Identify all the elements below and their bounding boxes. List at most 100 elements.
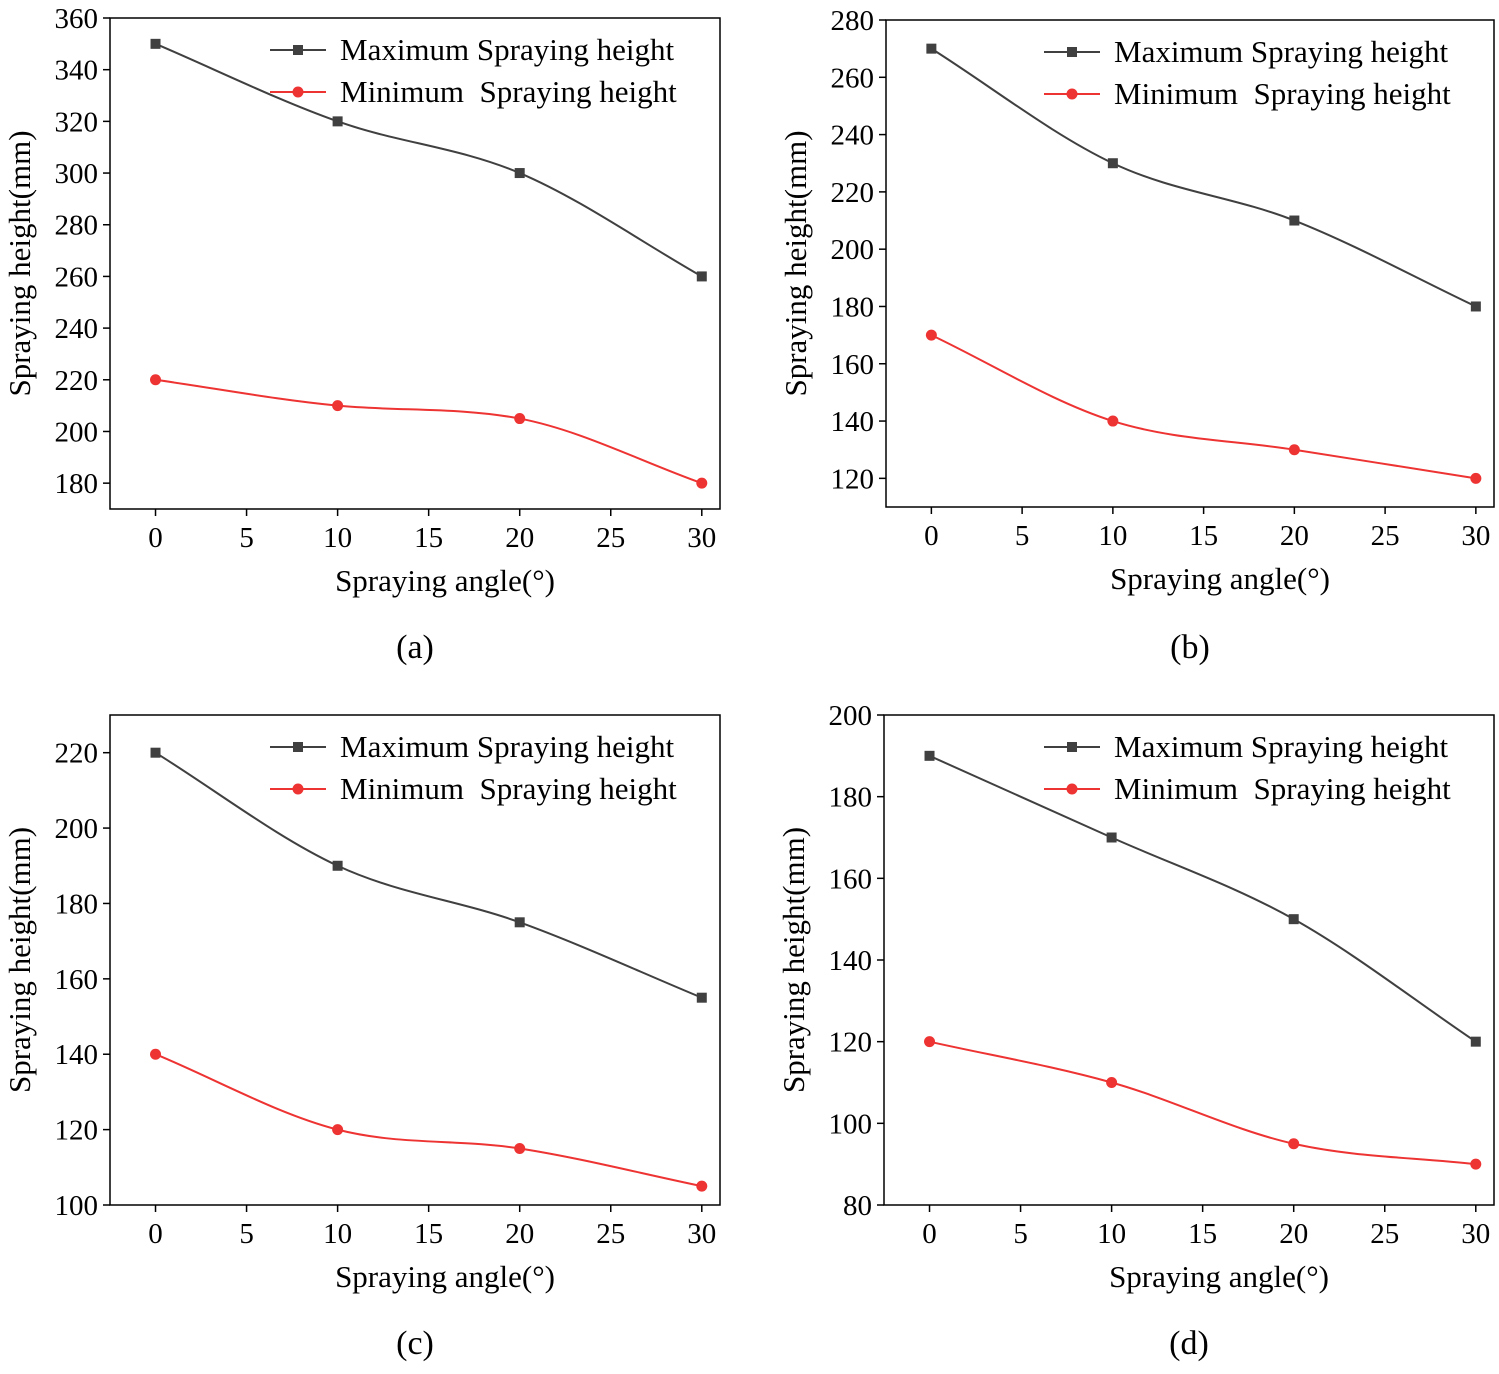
y-tick-label: 180 xyxy=(831,291,875,323)
series-line xyxy=(155,378,703,485)
y-tick-label: 180 xyxy=(55,888,99,920)
data-point-square xyxy=(696,992,707,1003)
legend-entry: Minimum Spraying height xyxy=(1044,76,1451,111)
x-tick-label: 0 xyxy=(924,520,939,552)
y-tick-label: 280 xyxy=(831,5,875,37)
series-line xyxy=(155,1053,702,1188)
legend-marker-square xyxy=(293,742,303,752)
x-tick-label: 30 xyxy=(687,522,716,554)
x-tick-label: 30 xyxy=(1461,1218,1490,1250)
y-tick-label: 160 xyxy=(55,964,99,996)
panel-label: (c) xyxy=(396,1325,434,1362)
x-tick-label: 30 xyxy=(687,1218,716,1250)
series-line xyxy=(930,334,1477,480)
series-minimum xyxy=(924,1036,1482,1170)
plot-frame xyxy=(109,17,721,510)
chart-panel-c: 0 5 10 15 20 25 30 100 120 140 160 180 200 220 Sprayin… xyxy=(2,714,721,1362)
x-tick-label: 0 xyxy=(148,1218,163,1250)
panel-label: (a) xyxy=(396,629,434,666)
y-tick-label: 200 xyxy=(55,813,99,845)
x-tick-label: 5 xyxy=(1013,1218,1028,1250)
y-tick-label: 260 xyxy=(55,261,99,293)
series-line xyxy=(929,754,1477,1043)
data-point-square xyxy=(1106,832,1117,843)
x-tick-label: 20 xyxy=(505,1218,534,1250)
x-tick-label: 10 xyxy=(1098,520,1127,552)
series-minimum xyxy=(925,329,1482,484)
x-tick-label: 25 xyxy=(596,1218,625,1250)
x-tick-label: 20 xyxy=(505,522,534,554)
series-line xyxy=(929,1040,1476,1166)
y-tick-label: 220 xyxy=(831,177,875,209)
data-point-square xyxy=(1470,1036,1481,1047)
legend-label: Minimum Spraying height xyxy=(1114,76,1451,111)
data-point-circle xyxy=(696,477,708,489)
legend-entry: Minimum Spraying height xyxy=(1044,771,1451,806)
panel-label: (d) xyxy=(1169,1325,1209,1362)
y-tick-label: 300 xyxy=(55,158,99,190)
legend-entry: Maximum Spraying height xyxy=(270,32,674,67)
x-axis-title: Spraying angle(°) xyxy=(335,1259,555,1294)
data-point-square xyxy=(332,860,343,871)
x-tick-label: 10 xyxy=(323,1218,352,1250)
series-maximum xyxy=(926,43,1481,312)
x-tick-label: 5 xyxy=(239,1218,254,1250)
y-tick-label: 160 xyxy=(831,349,875,381)
series-line xyxy=(154,751,703,999)
plot-frame xyxy=(885,19,1495,508)
legend-entry: Maximum Spraying height xyxy=(1044,34,1448,69)
y-tick-label: 100 xyxy=(55,1190,99,1222)
y-tick-label: 100 xyxy=(829,1108,873,1140)
x-tick-label: 25 xyxy=(1371,520,1400,552)
y-tick-label: 120 xyxy=(55,1115,99,1147)
legend-marker-circle xyxy=(1066,88,1078,100)
legend-marker-circle xyxy=(292,783,304,795)
y-tick-label: 340 xyxy=(55,55,99,87)
series-line xyxy=(930,47,1477,308)
data-point-square xyxy=(1470,301,1481,312)
series-minimum xyxy=(150,1048,708,1192)
x-tick-label: 0 xyxy=(148,522,163,554)
legend-label: Maximum Spraying height xyxy=(1114,729,1448,764)
x-axis-title: Spraying angle(°) xyxy=(1110,561,1330,596)
y-tick-label: 180 xyxy=(829,782,873,814)
legend-entry: Minimum Spraying height xyxy=(270,74,677,109)
data-point-circle xyxy=(924,1036,936,1048)
y-axis-title: Spraying height(mm) xyxy=(2,130,37,396)
y-tick-label: 200 xyxy=(831,234,875,266)
x-axis-title: Spraying angle(°) xyxy=(335,563,555,598)
x-tick-label: 5 xyxy=(1015,520,1030,552)
data-point-square xyxy=(1288,914,1299,925)
data-point-circle xyxy=(696,1180,708,1192)
x-tick-label: 0 xyxy=(922,1218,937,1250)
y-tick-label: 140 xyxy=(831,406,875,438)
data-point-square xyxy=(1289,215,1300,226)
y-tick-label: 180 xyxy=(55,468,99,500)
data-point-circle xyxy=(332,400,344,412)
plot-frame xyxy=(109,714,721,1206)
data-point-square xyxy=(514,168,525,179)
series-maximum xyxy=(150,747,707,1003)
series-maximum xyxy=(150,38,707,282)
y-tick-label: 240 xyxy=(831,120,875,152)
x-tick-label: 30 xyxy=(1461,520,1490,552)
legend-marker-square xyxy=(1067,47,1077,57)
x-tick-label: 25 xyxy=(596,522,625,554)
chart-panel-a: 0 5 10 15 20 25 30 180 200 220 240 260 280 300 320 340 3… xyxy=(2,3,721,666)
data-point-square xyxy=(150,38,161,49)
y-tick-label: 120 xyxy=(831,463,875,495)
data-point-square xyxy=(1107,158,1118,169)
y-tick-label: 320 xyxy=(55,106,99,138)
data-point-circle xyxy=(150,1048,162,1060)
legend-marker-circle xyxy=(1066,783,1078,795)
y-tick-label: 360 xyxy=(55,3,99,35)
legend-label: Minimum Spraying height xyxy=(340,771,677,806)
chart-panel-b: 0 5 10 15 20 25 30 120 140 160 180 200 220 240 260 280 S… xyxy=(778,5,1495,666)
legend-label: Maximum Spraying height xyxy=(340,32,674,67)
x-tick-label: 20 xyxy=(1279,1218,1308,1250)
data-point-square xyxy=(924,750,935,761)
data-point-square xyxy=(696,271,707,282)
legend-label: Minimum Spraying height xyxy=(340,74,677,109)
x-tick-label: 10 xyxy=(323,522,352,554)
